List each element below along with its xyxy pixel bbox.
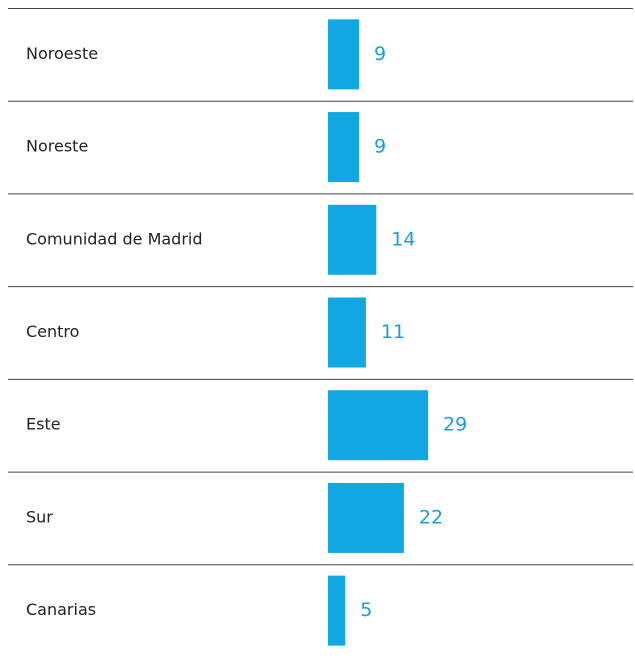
category-label: Noreste	[26, 137, 88, 156]
category-label: Sur	[26, 507, 53, 526]
value-label: 9	[374, 136, 386, 158]
value-label: 14	[391, 228, 415, 250]
category-label: Este	[26, 415, 61, 434]
value-label: 11	[381, 321, 405, 343]
bar	[328, 390, 429, 461]
bar	[328, 19, 360, 90]
value-label: 5	[360, 599, 372, 621]
bar	[328, 575, 346, 646]
bar	[328, 297, 366, 368]
category-label: Centro	[26, 322, 79, 341]
category-label: Comunidad de Madrid	[26, 229, 203, 248]
category-label: Canarias	[26, 600, 96, 619]
bar	[328, 482, 404, 553]
value-label: 29	[443, 414, 467, 436]
category-label: Noroeste	[26, 44, 98, 63]
bar	[328, 204, 377, 275]
value-label: 22	[419, 506, 443, 528]
bar	[328, 112, 360, 183]
value-label: 9	[374, 43, 386, 65]
